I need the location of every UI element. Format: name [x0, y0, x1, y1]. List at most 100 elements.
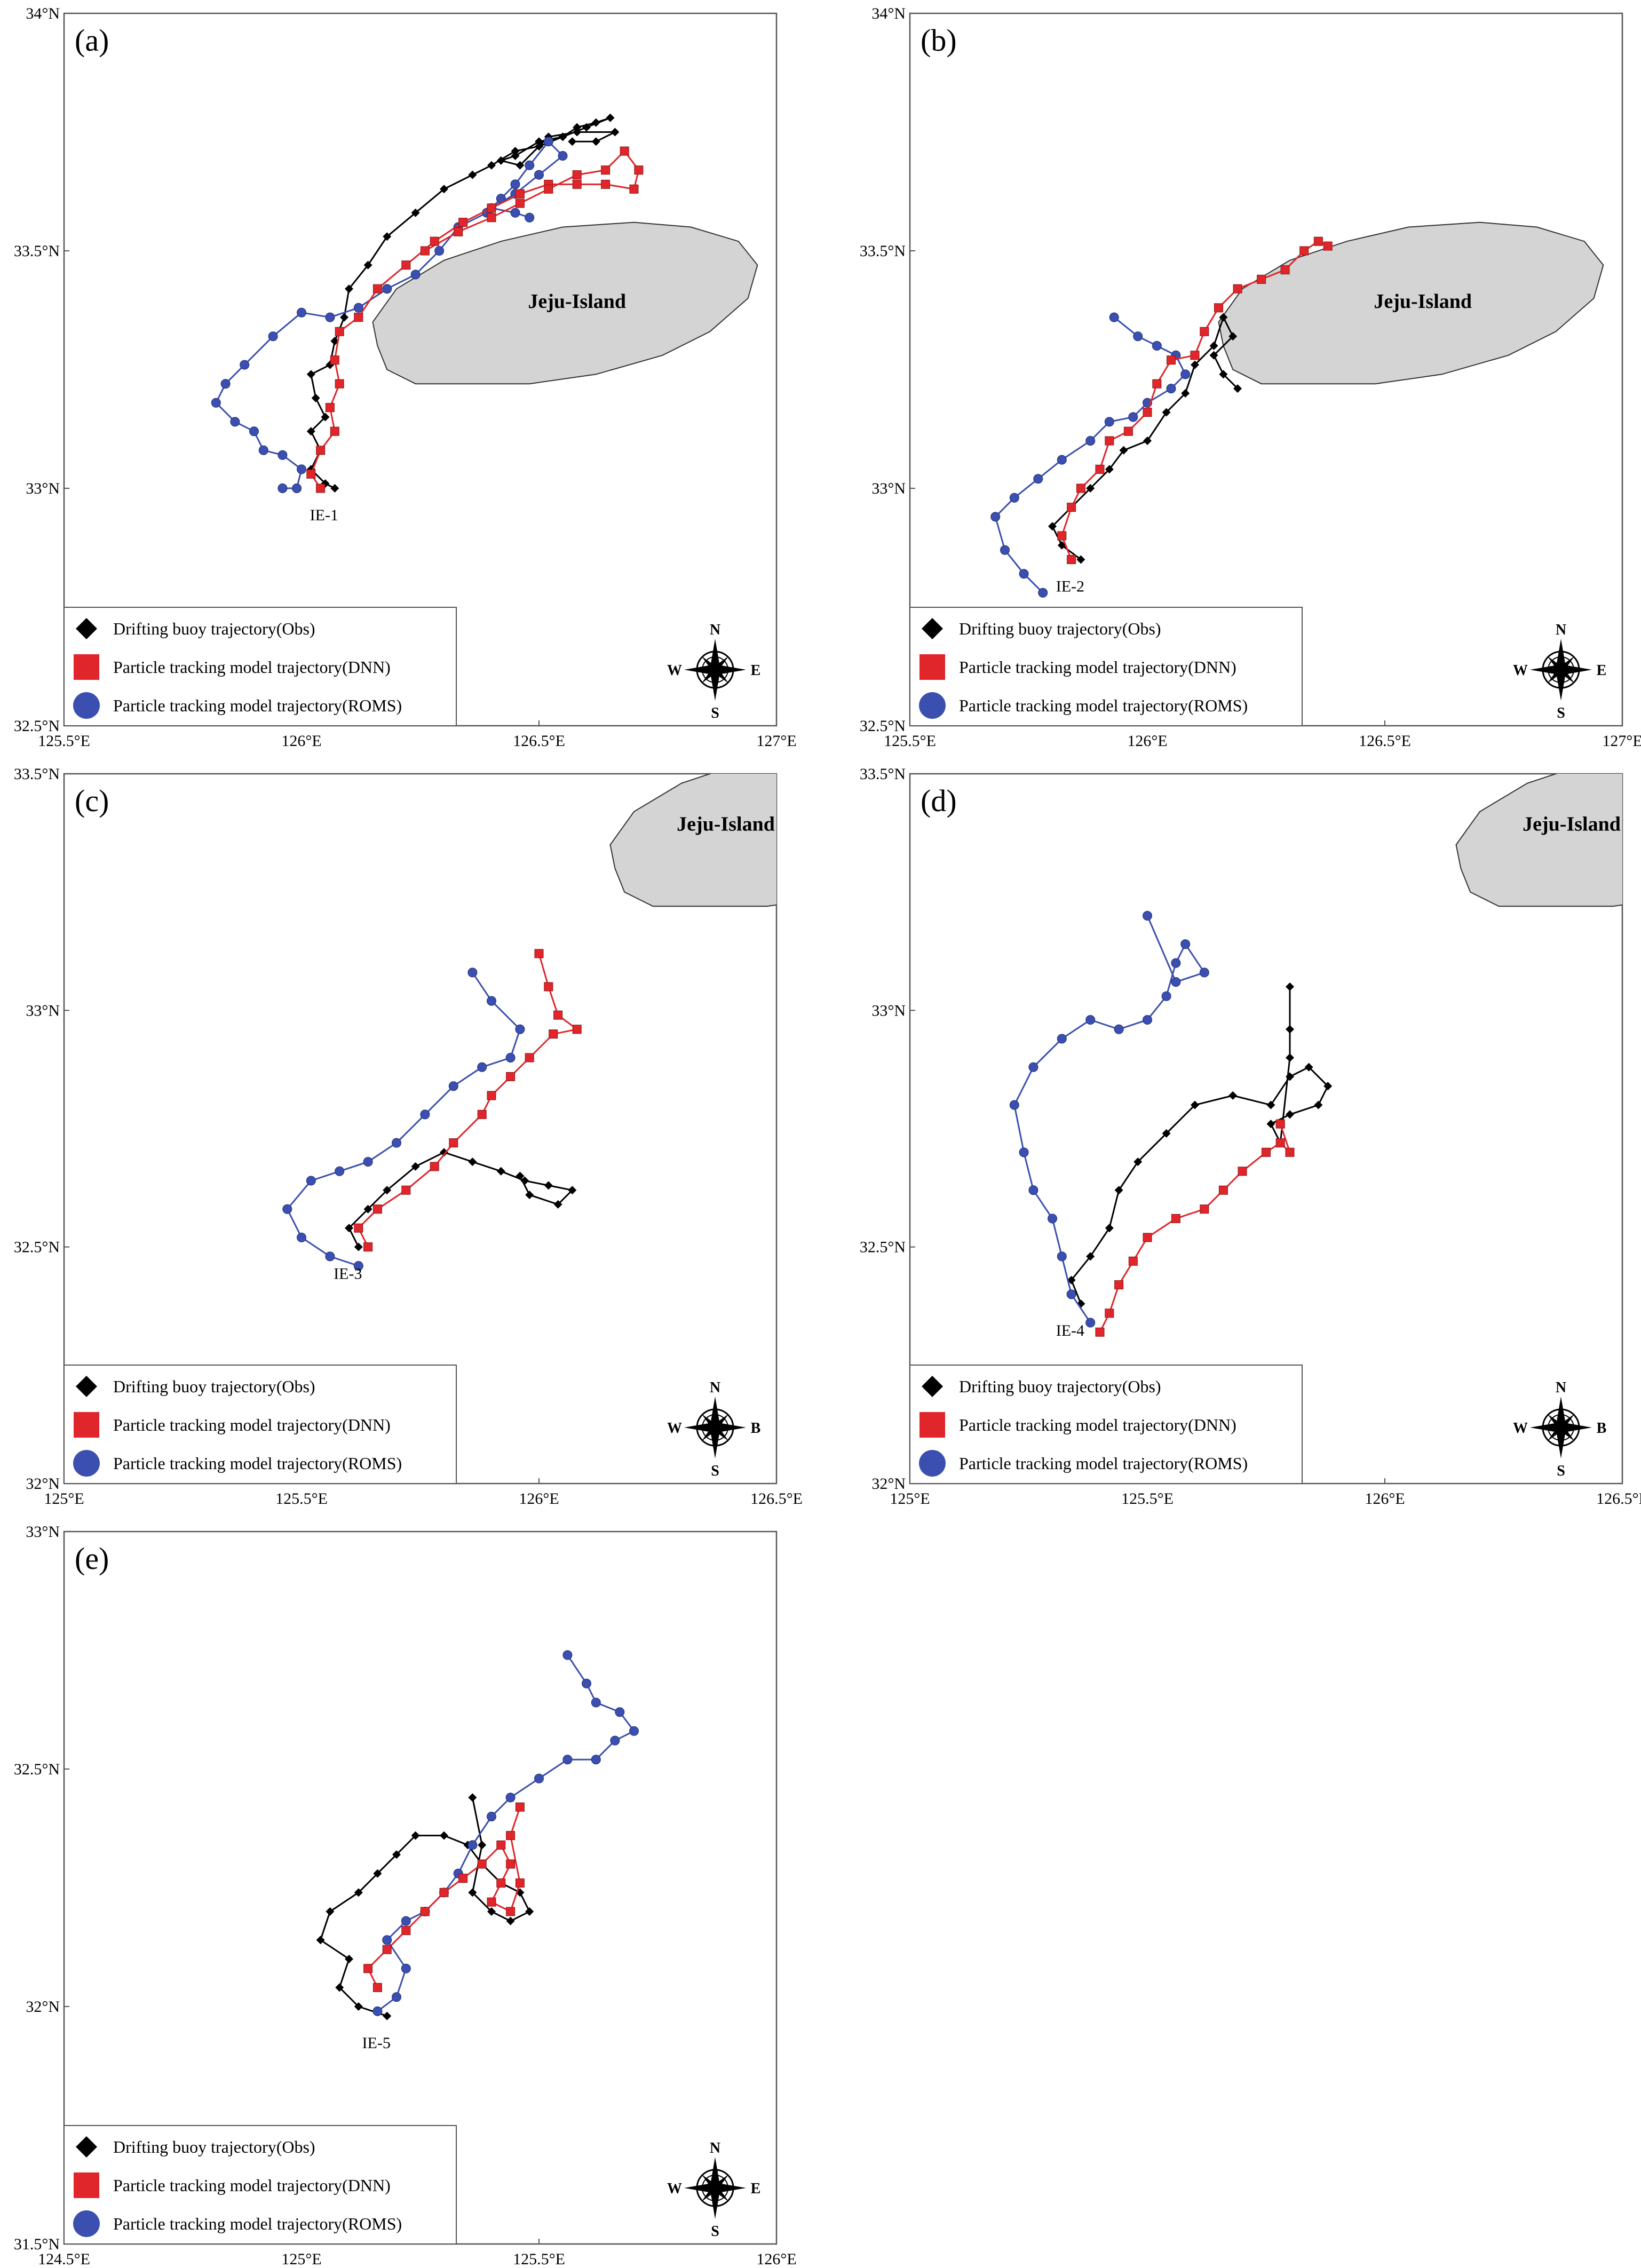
obs-point — [468, 1888, 477, 1897]
obs-point — [392, 1850, 401, 1859]
obs-point — [1304, 1062, 1313, 1072]
dnn-point — [572, 170, 582, 180]
obs-point — [1076, 555, 1085, 564]
lat-tick-label: 33°N — [26, 1002, 60, 1019]
obs-point — [525, 1191, 534, 1200]
roms-point — [278, 483, 288, 493]
dnn-point — [1076, 483, 1085, 493]
roms-point — [353, 1261, 363, 1271]
roms-point — [1085, 436, 1096, 446]
dnn-point — [506, 1859, 516, 1869]
obs-point — [1067, 1275, 1076, 1284]
lon-tick-label: 126°E — [756, 2250, 796, 2268]
lon-tick-label: 126°E — [1127, 732, 1167, 750]
dnn-point — [1143, 1233, 1152, 1242]
obs-point — [591, 137, 600, 146]
dnn-point — [496, 1840, 506, 1850]
roms-point — [1019, 569, 1029, 579]
obs-point — [1086, 1252, 1095, 1261]
obs-point — [354, 1888, 363, 1897]
roms-point — [249, 426, 259, 437]
roms-point — [505, 1793, 516, 1803]
jeju-island-landmass — [372, 221, 758, 385]
legend-marker-roms — [73, 1450, 100, 1477]
panel-letter: (e) — [75, 1541, 109, 1576]
lon-tick-label: 126.5°E — [513, 732, 565, 750]
roms-point — [372, 2006, 383, 2016]
dnn-point — [401, 1185, 411, 1195]
obs-point — [1233, 384, 1242, 393]
roms-point — [467, 1840, 478, 1850]
start-point-label: IE-4 — [1056, 1322, 1084, 1339]
obs-point — [316, 1936, 325, 1945]
roms-point — [1038, 588, 1048, 598]
legend-marker-obs — [76, 1376, 97, 1397]
lat-tick-label: 33.5°N — [860, 242, 906, 260]
dnn-point — [1218, 1185, 1228, 1195]
roms-point — [1057, 1034, 1067, 1044]
obs-point — [411, 208, 420, 217]
dnn-point — [335, 327, 344, 336]
dnn-point — [420, 246, 430, 256]
legend-marker-obs — [76, 618, 97, 639]
obs-point — [383, 1186, 392, 1195]
compass-east: E — [751, 662, 761, 679]
obs-point — [411, 1162, 420, 1171]
obs-point — [535, 142, 543, 151]
compass-west: W — [1513, 1420, 1528, 1437]
obs-point — [1286, 1025, 1294, 1034]
roms-point — [1171, 958, 1181, 968]
obs-point — [1105, 465, 1114, 474]
dnn-point — [1114, 1280, 1124, 1290]
lon-tick-label: 124.5°E — [38, 2250, 90, 2268]
roms-trajectory — [1009, 911, 1209, 1328]
obs-point — [354, 2002, 363, 2011]
roms-point — [220, 379, 231, 389]
obs-point — [544, 1181, 553, 1190]
dnn-point — [458, 1874, 468, 1883]
obs-point — [1114, 1186, 1123, 1195]
lat-tick-label: 32.5°N — [14, 1761, 60, 1778]
legend-marker-dnn — [74, 2172, 99, 2198]
legend: Drifting buoy trajectory(Obs) Particle tr… — [64, 1365, 457, 1484]
roms-point — [401, 1963, 411, 1973]
compass-rose-icon: N S W B — [1513, 1379, 1606, 1479]
dnn-point — [496, 1878, 506, 1888]
roms-point — [292, 483, 302, 493]
obs-point — [1266, 1100, 1275, 1109]
island-label: Jeju-Island — [1374, 290, 1472, 313]
legend-entry: Particle tracking model trajectory(ROMS) — [959, 696, 1248, 715]
obs-point — [1209, 342, 1218, 350]
roms-point — [1009, 493, 1019, 503]
roms-point — [420, 1109, 430, 1120]
roms-point — [325, 1251, 335, 1262]
compass-east: E — [751, 2180, 761, 2197]
obs-point — [345, 1955, 353, 1963]
roms-point — [1128, 412, 1138, 422]
dnn-trajectory — [1095, 1119, 1295, 1337]
dnn-point — [354, 1223, 363, 1233]
dnn-point — [553, 1010, 563, 1020]
dnn-point — [1299, 246, 1309, 256]
dnn-point — [1105, 1309, 1114, 1318]
obs-point — [1119, 446, 1128, 455]
obs-point — [606, 113, 615, 122]
dnn-point — [1057, 531, 1067, 541]
roms-point — [1085, 1015, 1096, 1025]
legend-entry: Drifting buoy trajectory(Obs) — [959, 619, 1161, 638]
roms-point — [558, 151, 568, 161]
compass-north: N — [710, 1379, 720, 1396]
map-panel-3: Jeju-Island (c) 125°E 125.5°E 126°E 126.5°E 32… — [14, 765, 803, 1508]
lat-tick-label: 33°N — [871, 1002, 906, 1019]
legend-entry: Particle tracking model trajectory(ROMS) — [959, 1454, 1248, 1473]
obs-point — [468, 1157, 477, 1167]
dnn-point — [372, 284, 382, 294]
roms-point — [325, 312, 335, 322]
lat-tick-label: 32.5°N — [14, 717, 60, 735]
dnn-point — [401, 1926, 411, 1936]
roms-point — [1199, 968, 1209, 978]
dnn-point — [506, 1907, 516, 1916]
dnn-point — [1200, 327, 1209, 336]
dnn-point — [506, 1072, 516, 1081]
dnn-point — [534, 949, 544, 958]
